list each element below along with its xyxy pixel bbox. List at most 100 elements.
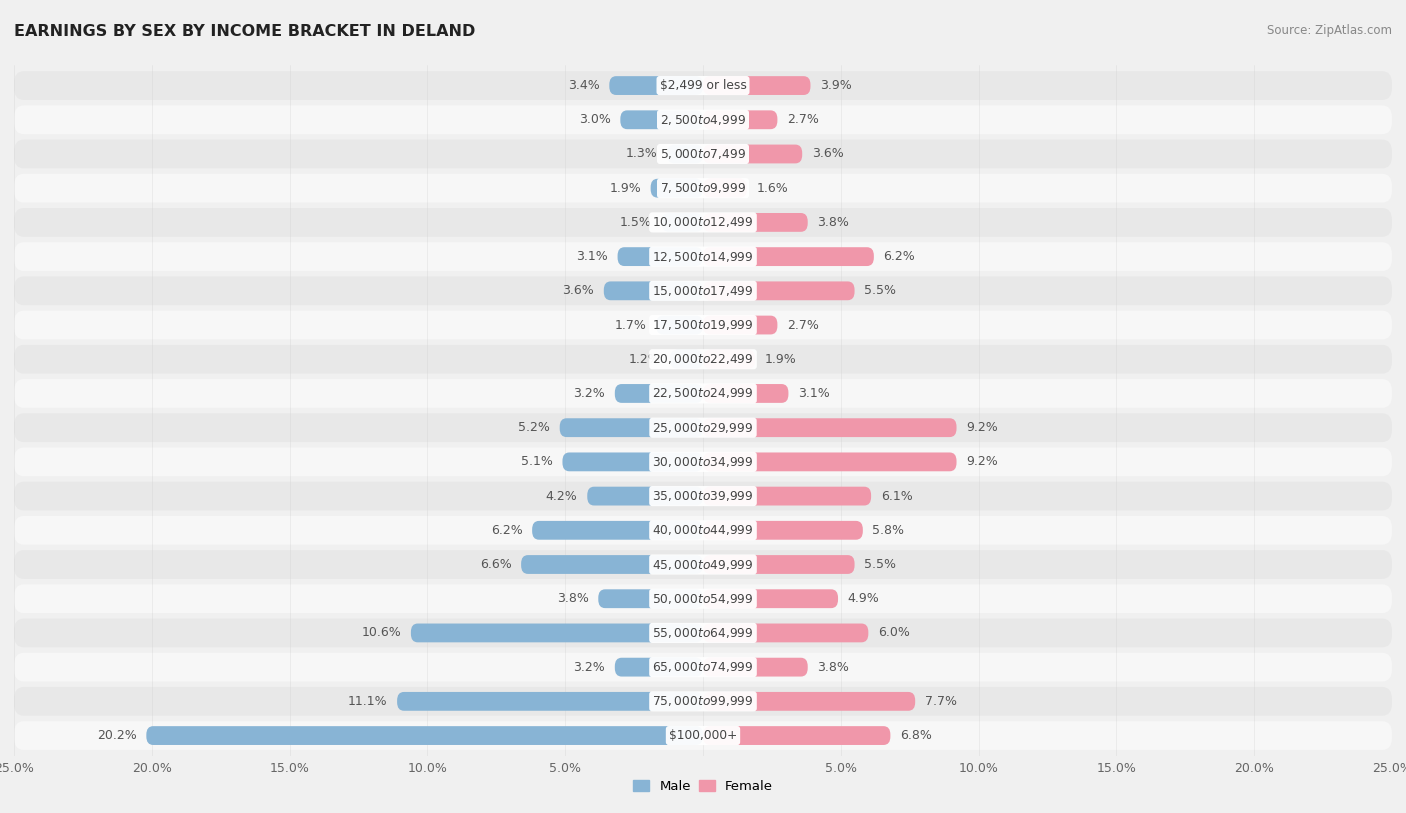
Text: $30,000 to $34,999: $30,000 to $34,999	[652, 455, 754, 469]
FancyBboxPatch shape	[14, 585, 1392, 613]
FancyBboxPatch shape	[703, 145, 803, 163]
Text: 5.5%: 5.5%	[865, 558, 896, 571]
Text: 3.9%: 3.9%	[820, 79, 852, 92]
Text: $50,000 to $54,999: $50,000 to $54,999	[652, 592, 754, 606]
FancyBboxPatch shape	[609, 76, 703, 95]
Text: $12,500 to $14,999: $12,500 to $14,999	[652, 250, 754, 263]
Text: $35,000 to $39,999: $35,000 to $39,999	[652, 489, 754, 503]
FancyBboxPatch shape	[14, 72, 1392, 100]
FancyBboxPatch shape	[617, 247, 703, 266]
FancyBboxPatch shape	[703, 624, 869, 642]
Text: 10.6%: 10.6%	[361, 627, 401, 640]
FancyBboxPatch shape	[14, 379, 1392, 408]
FancyBboxPatch shape	[703, 350, 755, 368]
Text: $5,000 to $7,499: $5,000 to $7,499	[659, 147, 747, 161]
Text: 3.8%: 3.8%	[817, 216, 849, 229]
Text: EARNINGS BY SEX BY INCOME BRACKET IN DELAND: EARNINGS BY SEX BY INCOME BRACKET IN DEL…	[14, 24, 475, 39]
Text: 5.8%: 5.8%	[873, 524, 904, 537]
FancyBboxPatch shape	[14, 311, 1392, 339]
Text: Source: ZipAtlas.com: Source: ZipAtlas.com	[1267, 24, 1392, 37]
FancyBboxPatch shape	[14, 687, 1392, 715]
FancyBboxPatch shape	[703, 111, 778, 129]
FancyBboxPatch shape	[562, 453, 703, 472]
Text: $15,000 to $17,499: $15,000 to $17,499	[652, 284, 754, 298]
FancyBboxPatch shape	[14, 106, 1392, 134]
FancyBboxPatch shape	[14, 447, 1392, 476]
FancyBboxPatch shape	[14, 276, 1392, 305]
FancyBboxPatch shape	[614, 658, 703, 676]
Text: 3.0%: 3.0%	[579, 113, 610, 126]
Text: 6.2%: 6.2%	[883, 250, 915, 263]
FancyBboxPatch shape	[669, 350, 703, 368]
Text: 5.5%: 5.5%	[865, 285, 896, 298]
Text: 6.2%: 6.2%	[491, 524, 523, 537]
Text: 3.1%: 3.1%	[799, 387, 830, 400]
FancyBboxPatch shape	[14, 550, 1392, 579]
Text: 1.9%: 1.9%	[765, 353, 797, 366]
Text: 20.2%: 20.2%	[97, 729, 136, 742]
FancyBboxPatch shape	[146, 726, 703, 745]
Text: 1.7%: 1.7%	[614, 319, 647, 332]
FancyBboxPatch shape	[703, 76, 810, 95]
Text: 11.1%: 11.1%	[347, 695, 388, 708]
FancyBboxPatch shape	[703, 418, 956, 437]
Text: 7.7%: 7.7%	[925, 695, 957, 708]
FancyBboxPatch shape	[14, 721, 1392, 750]
Text: 3.1%: 3.1%	[576, 250, 607, 263]
FancyBboxPatch shape	[531, 521, 703, 540]
Text: 4.2%: 4.2%	[546, 489, 578, 502]
Text: 9.2%: 9.2%	[966, 421, 998, 434]
Text: $25,000 to $29,999: $25,000 to $29,999	[652, 420, 754, 435]
FancyBboxPatch shape	[14, 208, 1392, 237]
Text: 1.2%: 1.2%	[628, 353, 661, 366]
FancyBboxPatch shape	[396, 692, 703, 711]
Text: $22,500 to $24,999: $22,500 to $24,999	[652, 386, 754, 401]
Text: 4.9%: 4.9%	[848, 592, 879, 605]
FancyBboxPatch shape	[657, 315, 703, 334]
Text: $17,500 to $19,999: $17,500 to $19,999	[652, 318, 754, 332]
Text: 6.0%: 6.0%	[877, 627, 910, 640]
FancyBboxPatch shape	[603, 281, 703, 300]
Text: 1.9%: 1.9%	[609, 181, 641, 194]
Text: $55,000 to $64,999: $55,000 to $64,999	[652, 626, 754, 640]
FancyBboxPatch shape	[703, 247, 875, 266]
FancyBboxPatch shape	[703, 589, 838, 608]
FancyBboxPatch shape	[703, 213, 807, 232]
Text: 1.5%: 1.5%	[620, 216, 652, 229]
Text: $40,000 to $44,999: $40,000 to $44,999	[652, 524, 754, 537]
FancyBboxPatch shape	[662, 213, 703, 232]
Text: $20,000 to $22,499: $20,000 to $22,499	[652, 352, 754, 366]
Text: $2,500 to $4,999: $2,500 to $4,999	[659, 113, 747, 127]
Text: $10,000 to $12,499: $10,000 to $12,499	[652, 215, 754, 229]
FancyBboxPatch shape	[703, 179, 747, 198]
FancyBboxPatch shape	[668, 145, 703, 163]
FancyBboxPatch shape	[703, 555, 855, 574]
Text: 3.2%: 3.2%	[574, 661, 605, 674]
FancyBboxPatch shape	[703, 453, 956, 472]
FancyBboxPatch shape	[703, 658, 807, 676]
FancyBboxPatch shape	[14, 482, 1392, 511]
FancyBboxPatch shape	[703, 315, 778, 334]
FancyBboxPatch shape	[14, 653, 1392, 681]
FancyBboxPatch shape	[599, 589, 703, 608]
Text: $75,000 to $99,999: $75,000 to $99,999	[652, 694, 754, 708]
FancyBboxPatch shape	[522, 555, 703, 574]
FancyBboxPatch shape	[411, 624, 703, 642]
Text: 3.6%: 3.6%	[562, 285, 595, 298]
FancyBboxPatch shape	[560, 418, 703, 437]
FancyBboxPatch shape	[614, 384, 703, 403]
FancyBboxPatch shape	[703, 726, 890, 745]
Text: 5.1%: 5.1%	[522, 455, 553, 468]
Text: 5.2%: 5.2%	[519, 421, 550, 434]
FancyBboxPatch shape	[14, 174, 1392, 202]
Text: 1.6%: 1.6%	[756, 181, 789, 194]
Text: 3.8%: 3.8%	[557, 592, 589, 605]
Text: 6.8%: 6.8%	[900, 729, 932, 742]
FancyBboxPatch shape	[588, 487, 703, 506]
FancyBboxPatch shape	[14, 242, 1392, 271]
FancyBboxPatch shape	[703, 487, 872, 506]
Text: 9.2%: 9.2%	[966, 455, 998, 468]
Text: $7,500 to $9,999: $7,500 to $9,999	[659, 181, 747, 195]
Text: 3.2%: 3.2%	[574, 387, 605, 400]
Text: 3.8%: 3.8%	[817, 661, 849, 674]
